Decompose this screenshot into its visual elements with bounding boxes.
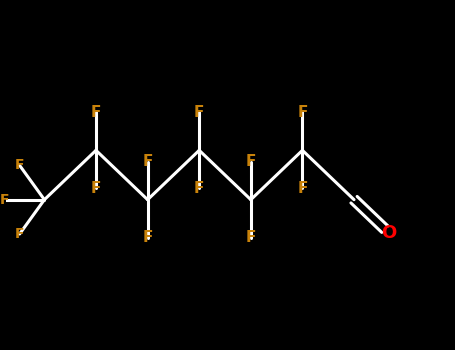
Text: F: F <box>142 230 153 245</box>
Text: F: F <box>194 105 204 120</box>
Text: F: F <box>0 193 9 207</box>
Text: F: F <box>91 181 101 196</box>
Text: F: F <box>246 154 256 169</box>
Text: F: F <box>91 105 101 120</box>
Text: F: F <box>142 154 153 169</box>
Text: O: O <box>381 224 396 242</box>
Text: F: F <box>194 181 204 196</box>
Text: F: F <box>246 230 256 245</box>
Text: F: F <box>15 227 25 241</box>
Text: F: F <box>15 158 25 172</box>
Text: F: F <box>297 181 308 196</box>
Text: F: F <box>297 105 308 120</box>
